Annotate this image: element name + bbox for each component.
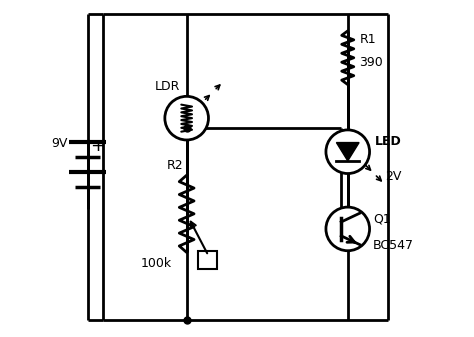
Circle shape xyxy=(326,130,370,174)
Circle shape xyxy=(326,207,370,251)
Text: +: + xyxy=(91,136,105,155)
Polygon shape xyxy=(337,143,359,161)
Text: 390: 390 xyxy=(359,56,383,69)
Text: LED: LED xyxy=(374,135,401,148)
Text: 2V: 2V xyxy=(385,170,401,183)
Text: R1: R1 xyxy=(359,33,376,45)
Text: 9V: 9V xyxy=(51,136,67,150)
Bar xyxy=(199,251,217,269)
Text: 100k: 100k xyxy=(140,257,172,270)
Text: Q1: Q1 xyxy=(373,213,391,225)
Text: R2: R2 xyxy=(167,159,183,172)
Text: BC547: BC547 xyxy=(373,239,414,252)
Text: LDR: LDR xyxy=(155,80,180,93)
Circle shape xyxy=(165,96,209,140)
